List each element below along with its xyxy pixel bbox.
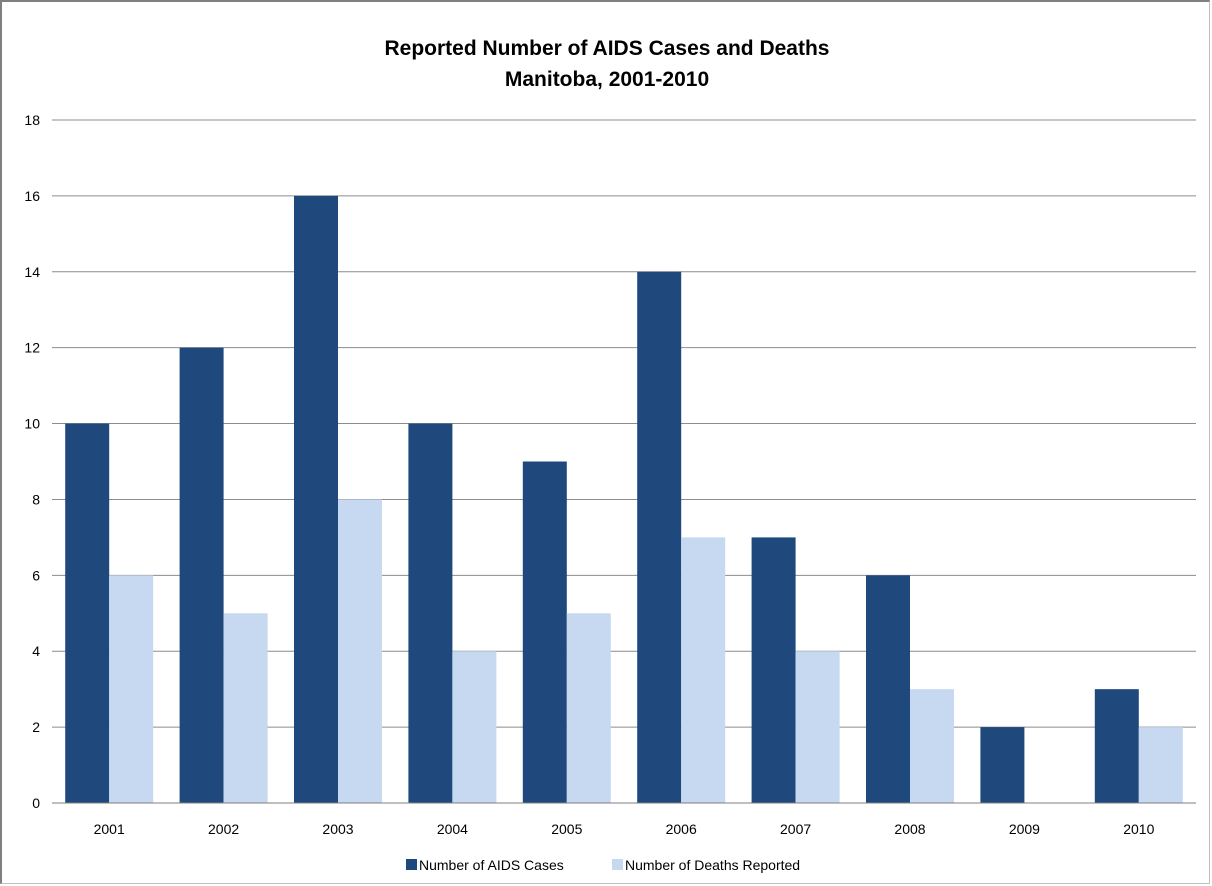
x-tick-label: 2009 <box>1009 821 1040 837</box>
y-tick-label: 6 <box>32 567 40 583</box>
bar-aids-cases <box>980 727 1025 803</box>
bar-deaths-reported <box>338 499 382 803</box>
legend-swatch <box>612 859 623 870</box>
y-tick-label: 12 <box>24 340 40 356</box>
chart-title: Reported Number of AIDS Cases and Deaths <box>385 37 830 60</box>
bars <box>65 195 1183 803</box>
y-tick-label: 10 <box>24 416 40 432</box>
x-tick-label: 2010 <box>1123 821 1154 837</box>
bar-deaths-reported <box>452 651 497 803</box>
x-tick-label: 2001 <box>94 821 125 837</box>
x-tick-label: 2002 <box>208 821 239 837</box>
legend-swatch <box>406 859 417 870</box>
bar-deaths-reported <box>223 613 268 803</box>
bar-aids-cases <box>1094 689 1139 803</box>
bar-deaths-reported <box>566 613 611 803</box>
bar-aids-cases <box>294 195 338 803</box>
y-tick-label: 14 <box>24 264 40 280</box>
x-axis-ticks: 2001 2002 2003 2004 2005 2006 2007 2008 2009 2010 <box>94 821 1155 837</box>
y-axis-ticks: 0 2 4 6 8 10 12 14 16 18 <box>24 112 40 811</box>
bar-aids-cases <box>637 271 682 803</box>
legend-label: Number of AIDS Cases <box>419 857 564 873</box>
y-tick-label: 16 <box>24 188 40 204</box>
bar-deaths-reported <box>910 689 954 803</box>
bar-deaths-reported <box>795 651 840 803</box>
x-tick-label: 2007 <box>780 821 811 837</box>
bar-aids-cases <box>65 423 110 803</box>
y-tick-label: 18 <box>24 112 40 128</box>
legend: Number of AIDS Cases Number of Deaths Rep… <box>406 857 800 873</box>
x-tick-label: 2005 <box>551 821 582 837</box>
bar-aids-cases <box>751 537 796 803</box>
x-tick-label: 2003 <box>322 821 353 837</box>
x-tick-label: 2006 <box>666 821 697 837</box>
y-tick-label: 0 <box>32 795 40 811</box>
bar-aids-cases <box>408 423 453 803</box>
bar-aids-cases <box>866 575 910 803</box>
bar-deaths-reported <box>1138 727 1183 803</box>
y-tick-label: 4 <box>32 643 40 659</box>
bar-deaths-reported <box>681 537 726 803</box>
bar-aids-cases <box>522 461 567 803</box>
legend-label: Number of Deaths Reported <box>625 857 800 873</box>
bar-deaths-reported <box>109 575 154 803</box>
x-tick-label: 2004 <box>437 821 468 837</box>
bar-aids-cases <box>179 347 224 803</box>
x-tick-label: 2008 <box>894 821 925 837</box>
y-tick-label: 2 <box>32 719 40 735</box>
y-tick-label: 8 <box>32 491 40 507</box>
chart-subtitle: Manitoba, 2001-2010 <box>505 68 709 91</box>
